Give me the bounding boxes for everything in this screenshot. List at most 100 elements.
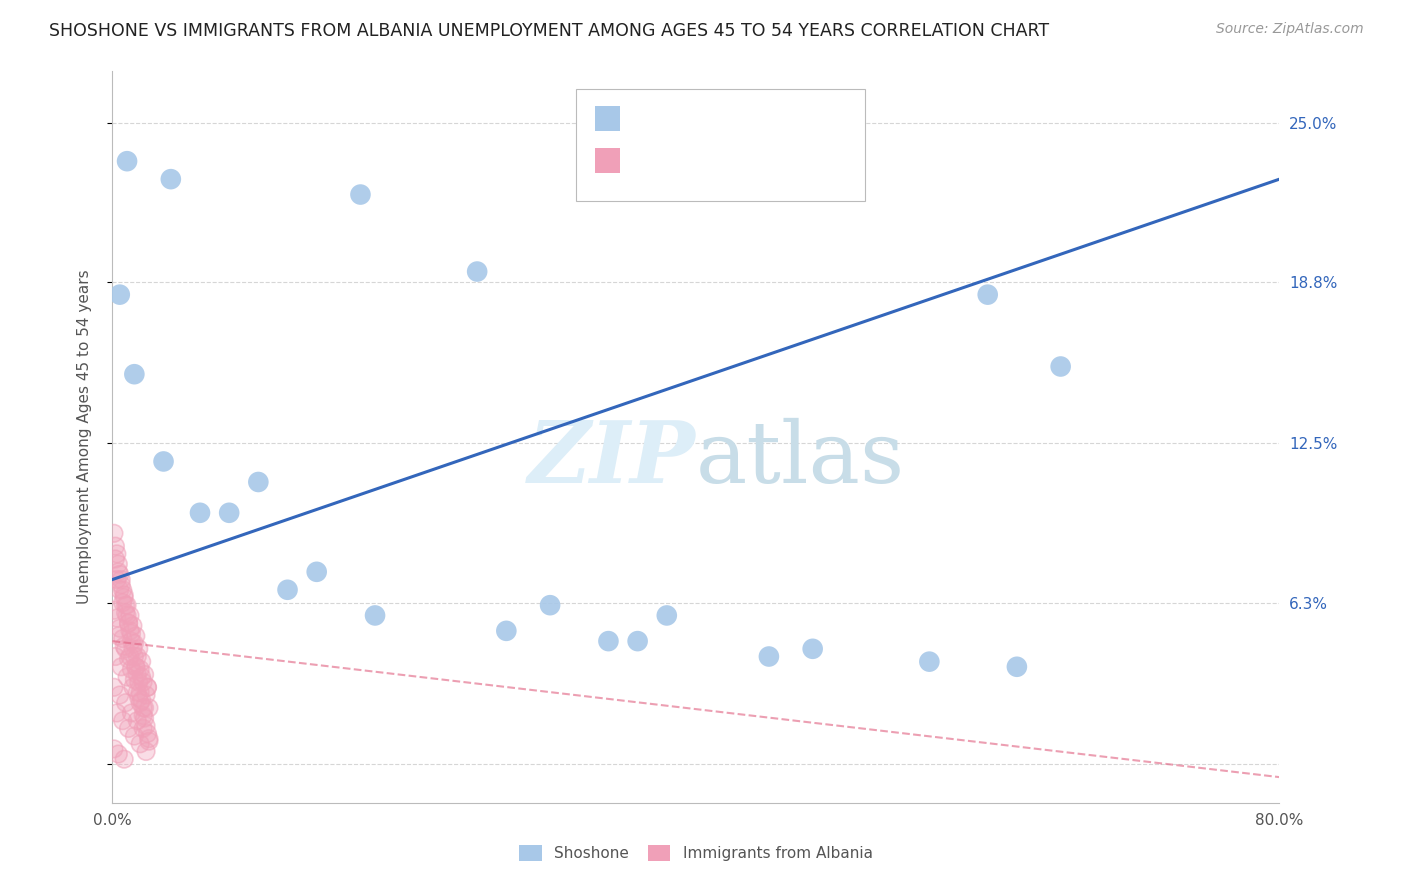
Point xyxy=(105,706,128,720)
Point xyxy=(134,667,156,681)
Point xyxy=(129,737,152,751)
Text: R =: R = xyxy=(628,153,662,168)
Point xyxy=(127,667,149,681)
Point xyxy=(118,608,141,623)
Point xyxy=(125,660,148,674)
Point xyxy=(122,681,145,695)
Point xyxy=(276,582,298,597)
Point xyxy=(1049,359,1071,374)
Point xyxy=(124,649,146,664)
Point xyxy=(495,624,517,638)
Point xyxy=(103,526,125,541)
Point xyxy=(127,649,149,664)
Point xyxy=(129,696,152,710)
Point xyxy=(120,706,142,720)
Point xyxy=(111,596,134,610)
Point xyxy=(131,670,153,684)
Point xyxy=(1005,660,1028,674)
Point xyxy=(305,565,328,579)
Point xyxy=(134,711,156,725)
Point xyxy=(131,693,153,707)
Point xyxy=(120,626,142,640)
Point xyxy=(112,588,135,602)
Point xyxy=(134,701,156,715)
Point xyxy=(112,752,135,766)
Point xyxy=(105,706,128,720)
Point xyxy=(104,539,127,553)
Point xyxy=(107,629,129,643)
Point xyxy=(247,475,270,489)
Point xyxy=(152,454,174,468)
Point xyxy=(115,608,138,623)
Point xyxy=(110,577,132,591)
Point xyxy=(112,588,135,602)
Point xyxy=(364,608,387,623)
Point xyxy=(136,726,159,740)
Point xyxy=(105,547,128,561)
Text: N =: N = xyxy=(731,112,765,126)
Point xyxy=(135,744,157,758)
Point xyxy=(124,729,146,743)
Point xyxy=(105,547,128,561)
Point xyxy=(134,667,156,681)
Text: N =: N = xyxy=(731,153,765,168)
Point xyxy=(125,660,148,674)
Point xyxy=(115,154,138,169)
Point xyxy=(132,708,155,723)
Point xyxy=(127,667,149,681)
Point xyxy=(124,649,146,664)
Point xyxy=(128,690,150,705)
Point xyxy=(111,714,134,728)
Point xyxy=(118,624,141,638)
Point xyxy=(135,688,157,702)
Point xyxy=(188,506,211,520)
Point xyxy=(129,685,152,699)
Point xyxy=(465,264,488,278)
Point xyxy=(105,573,128,587)
Point xyxy=(114,598,136,612)
Point xyxy=(136,681,159,695)
Point xyxy=(138,701,160,715)
Point xyxy=(112,752,135,766)
Point xyxy=(138,734,160,748)
Point xyxy=(108,287,131,301)
Point xyxy=(135,744,157,758)
Point xyxy=(122,641,145,656)
Point xyxy=(112,591,135,605)
Point xyxy=(107,557,129,571)
Point xyxy=(111,632,134,646)
Legend: Shoshone, Immigrants from Albania: Shoshone, Immigrants from Albania xyxy=(519,845,873,861)
Point xyxy=(135,719,157,733)
Point xyxy=(134,701,156,715)
Point xyxy=(598,634,620,648)
Point xyxy=(114,606,136,620)
Point xyxy=(114,696,136,710)
Text: R =: R = xyxy=(628,112,662,126)
Point xyxy=(128,675,150,690)
Point xyxy=(127,685,149,699)
Point xyxy=(112,639,135,653)
Point xyxy=(103,603,125,617)
Point xyxy=(131,670,153,684)
Point xyxy=(114,641,136,656)
Point xyxy=(115,598,138,612)
Point xyxy=(128,641,150,656)
Point xyxy=(128,690,150,705)
Point xyxy=(107,747,129,761)
Point xyxy=(108,567,131,582)
Point xyxy=(115,598,138,612)
Point xyxy=(107,629,129,643)
Point xyxy=(108,621,131,635)
Point xyxy=(114,606,136,620)
Point xyxy=(129,696,152,710)
Point xyxy=(918,655,941,669)
Point xyxy=(117,652,139,666)
Point xyxy=(124,637,146,651)
Text: -0.069: -0.069 xyxy=(671,153,725,168)
Point xyxy=(122,681,145,695)
Point xyxy=(107,565,129,579)
Point xyxy=(114,598,136,612)
Point xyxy=(538,598,561,612)
Point xyxy=(125,629,148,643)
Point xyxy=(132,701,155,715)
